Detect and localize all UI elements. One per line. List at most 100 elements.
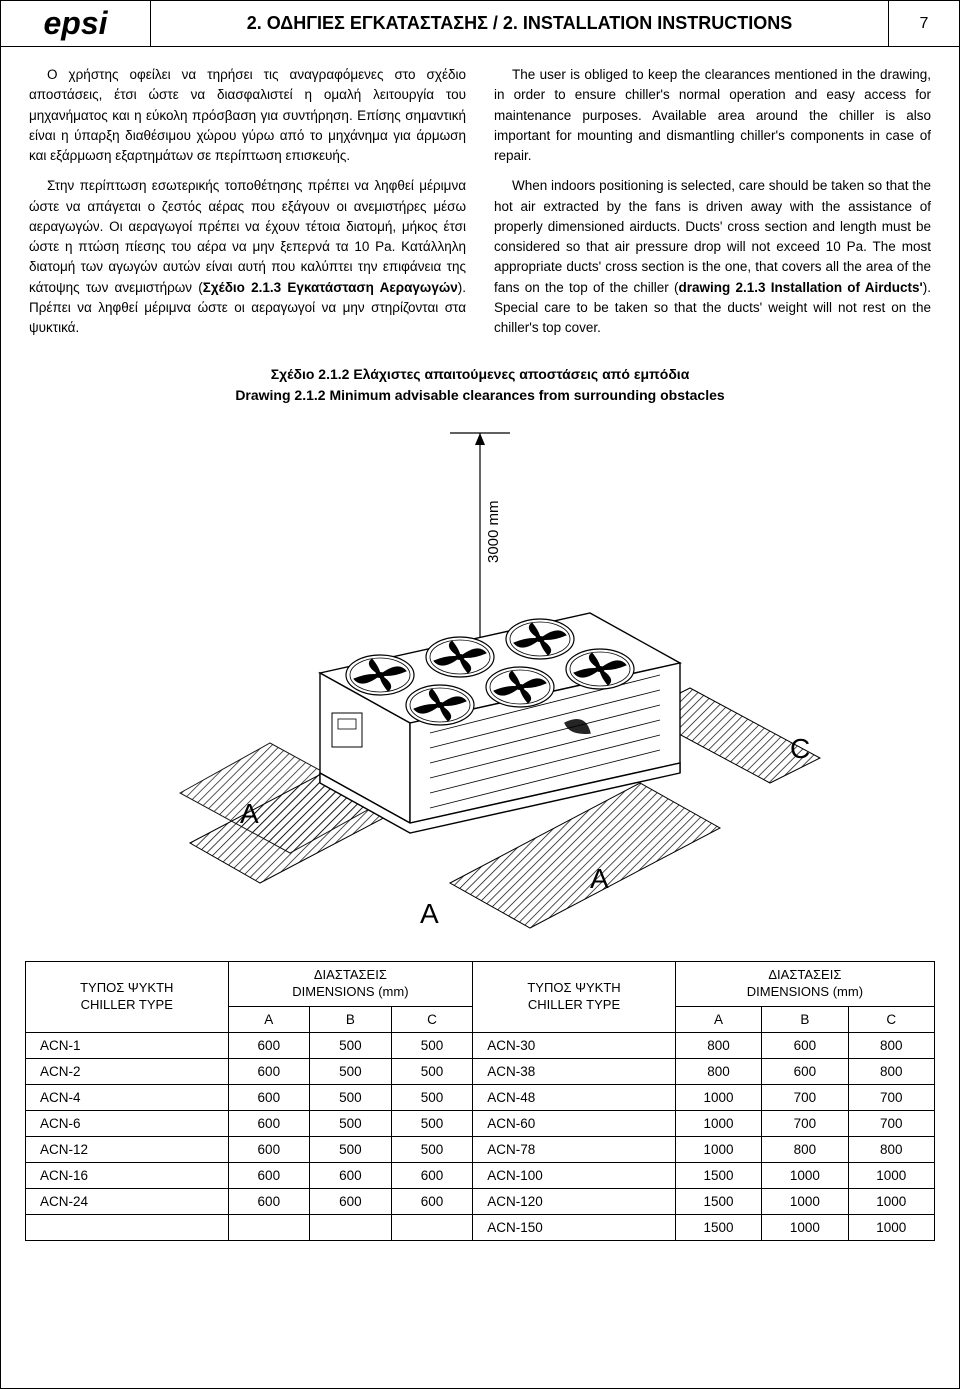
greek-para-2: Στην περίπτωση εσωτερικής τοποθέτησης πρ… (29, 176, 466, 338)
english-p2-bold: drawing 2.1.3 Installation of Airducts' (679, 280, 923, 295)
english-p2-a: When indoors positioning is selected, ca… (494, 178, 931, 294)
cell-b-l: 600 (310, 1188, 392, 1214)
cell-a-r: 1000 (675, 1084, 761, 1110)
cell-a-l (228, 1214, 310, 1240)
cell-name-r: ACN-30 (473, 1032, 676, 1058)
th-C-r: C (848, 1006, 934, 1032)
cell-c-l: 500 (391, 1084, 473, 1110)
th-A-r: A (675, 1006, 761, 1032)
cell-a-r: 1500 (675, 1162, 761, 1188)
cell-name-r: ACN-150 (473, 1214, 676, 1240)
cell-a-r: 800 (675, 1032, 761, 1058)
page-title: 2. ΟΔΗΓΙΕΣ ΕΓΚΑΤΑΣΤΑΣΗΣ / 2. INSTALLATIO… (151, 1, 889, 46)
vertical-dimension: 3000 mm (450, 433, 510, 651)
cell-a-l: 600 (228, 1058, 310, 1084)
table-row: ACN-4600500500ACN-481000700700 (26, 1084, 935, 1110)
cell-name-r: ACN-60 (473, 1110, 676, 1136)
cell-c-r: 800 (848, 1136, 934, 1162)
label-A-left: A (240, 798, 259, 829)
cell-b-l: 500 (310, 1110, 392, 1136)
table-row: ACN-16600600600ACN-100150010001000 (26, 1162, 935, 1188)
cell-c-r: 700 (848, 1110, 934, 1136)
cell-c-l: 500 (391, 1058, 473, 1084)
cell-b-r: 1000 (762, 1162, 848, 1188)
cell-c-r: 800 (848, 1058, 934, 1084)
dimensions-table-wrap: ΤΥΠΟΣ ΨΥΚΤΗ CHILLER TYPE ΔΙΑΣΤΑΣΕΙΣ DIME… (1, 961, 959, 1259)
table-row: ACN-6600500500ACN-601000700700 (26, 1110, 935, 1136)
vertical-dim-label: 3000 mm (485, 500, 502, 563)
caption-line-1: Σχέδιο 2.1.2 Ελάχιστες απαιτούμενες αποσ… (271, 366, 690, 382)
th-dim-right: ΔΙΑΣΤΑΣΕΙΣ DIMENSIONS (mm) (675, 961, 934, 1006)
cell-c-l: 600 (391, 1162, 473, 1188)
label-A-front1: A (420, 898, 439, 929)
cell-name-r: ACN-120 (473, 1188, 676, 1214)
label-A-front2: A (590, 863, 609, 894)
table-row: ACN-2600500500ACN-38800600800 (26, 1058, 935, 1084)
cell-name-l: ACN-24 (26, 1188, 229, 1214)
cell-name-r: ACN-78 (473, 1136, 676, 1162)
cell-b-r: 600 (762, 1058, 848, 1084)
page-header: epsi 2. ΟΔΗΓΙΕΣ ΕΓΚΑΤΑΣΤΑΣΗΣ / 2. INSTAL… (1, 1, 959, 47)
greek-para-1: Ο χρήστης οφείλει να τηρήσει τις αναγραφ… (29, 65, 466, 166)
cell-b-l: 500 (310, 1058, 392, 1084)
table-row: ACN-150150010001000 (26, 1214, 935, 1240)
cell-name-l: ACN-12 (26, 1136, 229, 1162)
cell-b-l: 500 (310, 1136, 392, 1162)
th-chiller-right: ΤΥΠΟΣ ΨΥΚΤΗ CHILLER TYPE (473, 961, 676, 1032)
cell-b-r: 1000 (762, 1214, 848, 1240)
cell-c-r: 800 (848, 1032, 934, 1058)
cell-a-r: 800 (675, 1058, 761, 1084)
caption-line-2: Drawing 2.1.2 Minimum advisable clearanc… (235, 387, 724, 403)
cell-a-r: 1500 (675, 1188, 761, 1214)
greek-column: Ο χρήστης οφείλει να τηρήσει τις αναγραφ… (29, 65, 466, 348)
cell-b-r: 700 (762, 1110, 848, 1136)
cell-a-l: 600 (228, 1084, 310, 1110)
th-B-r: B (762, 1006, 848, 1032)
logo: epsi (1, 1, 151, 46)
table-row: ACN-24600600600ACN-120150010001000 (26, 1188, 935, 1214)
cell-name-l: ACN-4 (26, 1084, 229, 1110)
english-para-1: The user is obliged to keep the clearanc… (494, 65, 931, 166)
cell-c-r: 1000 (848, 1162, 934, 1188)
cell-a-r: 1000 (675, 1136, 761, 1162)
th-A-l: A (228, 1006, 310, 1032)
table-row: ACN-12600500500ACN-781000800800 (26, 1136, 935, 1162)
greek-p2-a: Στην περίπτωση εσωτερικής τοποθέτησης πρ… (29, 178, 466, 294)
th-C-l: C (391, 1006, 473, 1032)
cell-b-r: 600 (762, 1032, 848, 1058)
cell-name-r: ACN-100 (473, 1162, 676, 1188)
cell-a-l: 600 (228, 1136, 310, 1162)
english-para-2: When indoors positioning is selected, ca… (494, 176, 931, 338)
cell-c-l: 500 (391, 1136, 473, 1162)
greek-p2-bold: Σχέδιο 2.1.3 Εγκα­τάσταση Αεραγωγών (203, 280, 458, 295)
cell-b-r: 1000 (762, 1188, 848, 1214)
label-C-right: C (790, 733, 810, 764)
cell-c-l: 500 (391, 1110, 473, 1136)
cell-name-r: ACN-38 (473, 1058, 676, 1084)
cell-a-l: 600 (228, 1188, 310, 1214)
cell-c-r: 1000 (848, 1214, 934, 1240)
cell-name-l (26, 1214, 229, 1240)
cell-b-l (310, 1214, 392, 1240)
th-B-l: B (310, 1006, 392, 1032)
cell-c-r: 1000 (848, 1188, 934, 1214)
cell-b-l: 600 (310, 1162, 392, 1188)
cell-name-l: ACN-1 (26, 1032, 229, 1058)
cell-a-l: 600 (228, 1110, 310, 1136)
th-dim-left: ΔΙΑΣΤΑΣΕΙΣ DIMENSIONS (mm) (228, 961, 473, 1006)
table-row: ACN-1600500500ACN-30800600800 (26, 1032, 935, 1058)
cell-a-l: 600 (228, 1162, 310, 1188)
english-column: The user is obliged to keep the clearanc… (494, 65, 931, 348)
cell-name-l: ACN-6 (26, 1110, 229, 1136)
cell-c-r: 700 (848, 1084, 934, 1110)
cell-a-r: 1500 (675, 1214, 761, 1240)
th-chiller-left: ΤΥΠΟΣ ΨΥΚΤΗ CHILLER TYPE (26, 961, 229, 1032)
cell-a-l: 600 (228, 1032, 310, 1058)
cell-c-l (391, 1214, 473, 1240)
clearance-diagram: 3000 mm (1, 413, 959, 961)
cell-c-l: 500 (391, 1032, 473, 1058)
cell-b-r: 700 (762, 1084, 848, 1110)
dimensions-table: ΤΥΠΟΣ ΨΥΚΤΗ CHILLER TYPE ΔΙΑΣΤΑΣΕΙΣ DIME… (25, 961, 935, 1241)
cell-name-l: ACN-16 (26, 1162, 229, 1188)
chiller-diagram-svg: 3000 mm (120, 413, 840, 953)
